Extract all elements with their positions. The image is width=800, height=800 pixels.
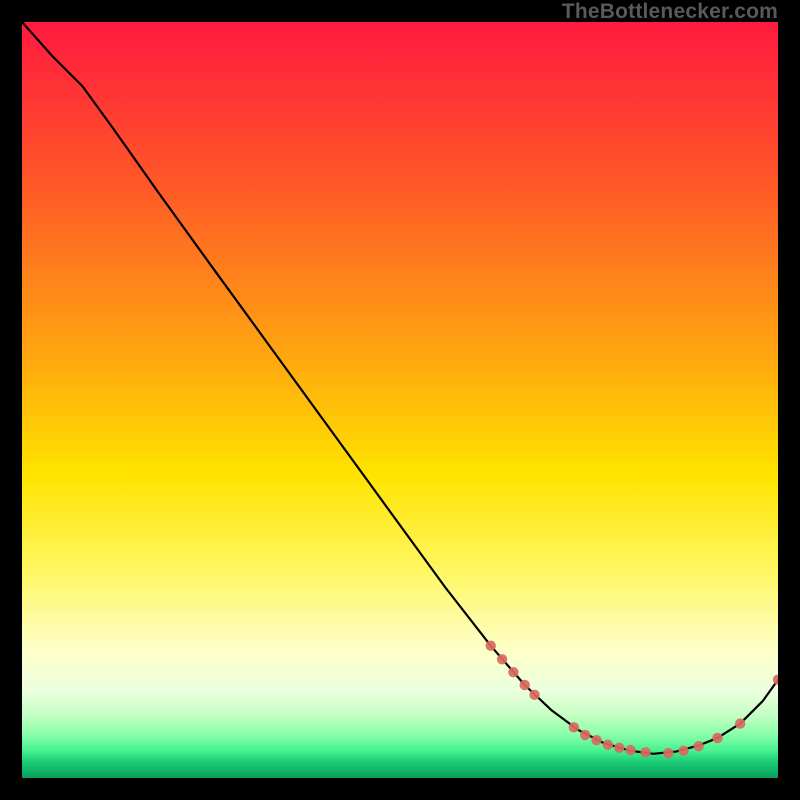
plot-area bbox=[22, 22, 778, 778]
watermark-text: TheBottlenecker.com bbox=[562, 0, 778, 24]
chart-frame: TheBottlenecker.com bbox=[0, 0, 800, 800]
data-marker bbox=[663, 748, 673, 758]
data-marker bbox=[580, 730, 590, 740]
data-marker bbox=[735, 718, 745, 728]
bottleneck-curve-chart bbox=[22, 22, 778, 778]
data-marker bbox=[712, 733, 722, 743]
data-marker bbox=[614, 743, 624, 753]
data-marker bbox=[529, 690, 539, 700]
data-marker bbox=[625, 745, 635, 755]
data-marker bbox=[603, 740, 613, 750]
data-marker bbox=[520, 680, 530, 690]
data-marker bbox=[693, 741, 703, 751]
gradient-background bbox=[22, 22, 778, 778]
data-marker bbox=[486, 641, 496, 651]
data-marker bbox=[497, 654, 507, 664]
data-marker bbox=[678, 746, 688, 756]
data-marker bbox=[508, 667, 518, 677]
data-marker bbox=[591, 735, 601, 745]
data-marker bbox=[569, 722, 579, 732]
data-marker bbox=[641, 747, 651, 757]
